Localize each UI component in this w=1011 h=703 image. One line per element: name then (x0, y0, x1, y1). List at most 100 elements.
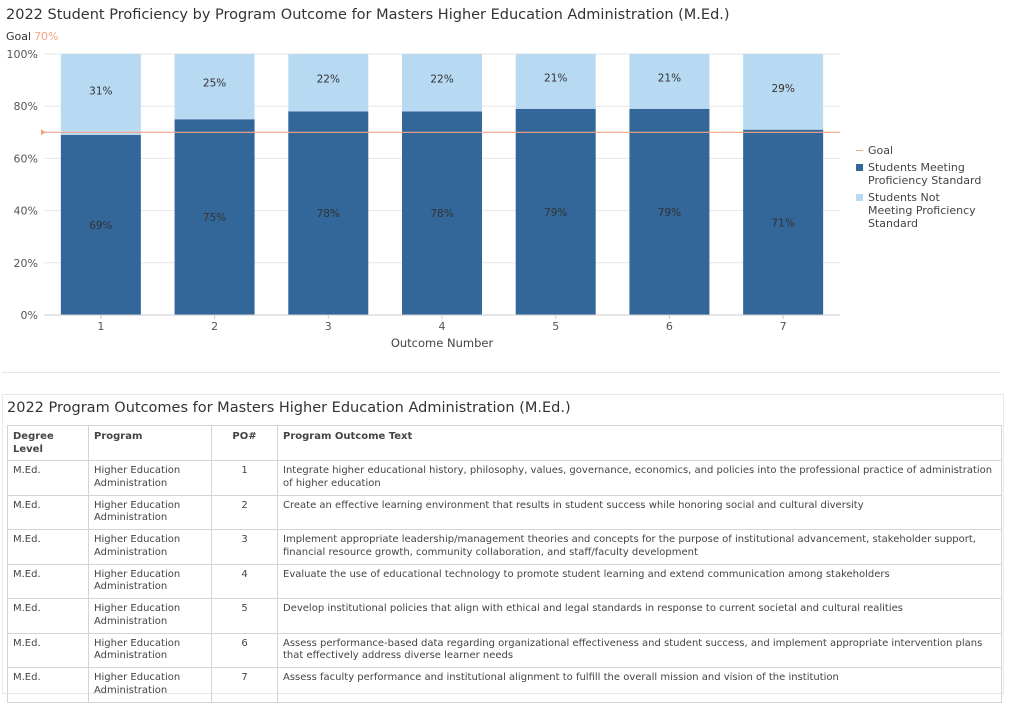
bar-meeting (515, 108, 596, 315)
cell-program: Higher Education Administration (88, 529, 212, 565)
cell-degree-level: M.Ed. (7, 494, 89, 530)
chart-legend: Goal Students Meeting Proficiency Standa… (856, 144, 986, 234)
x-axis-title: Outcome Number (391, 336, 494, 350)
cell-program: Higher Education Administration (88, 494, 212, 530)
cell-po-number: 7 (211, 667, 278, 703)
table-row: M.Ed. Higher Education Administration 6 Ass… (7, 632, 1002, 668)
goal-indicator: Goal 70% (6, 30, 59, 43)
bar-meeting (402, 111, 482, 315)
cell-po-number: 4 (211, 563, 278, 599)
table-body: M.Ed. Higher Education Administration 1 Int… (7, 460, 1002, 703)
table-row: M.Ed. Higher Education Administration 2 Cre… (7, 494, 1002, 530)
table-row: M.Ed. Higher Education Administration 4 Eva… (7, 563, 1002, 599)
cell-outcome-text: Assess performance-based data regarding … (277, 632, 1002, 668)
cell-outcome-text: Develop institutional policies that alig… (277, 598, 1002, 634)
data-label-not-meeting: 22% (430, 74, 453, 86)
cell-outcome-text: Implement appropriate leadership/managem… (277, 529, 1002, 565)
column-header-po-number[interactable]: PO# (211, 425, 278, 461)
bar-meeting (743, 129, 824, 315)
table-row: M.Ed. Higher Education Administration 7 Ass… (7, 667, 1002, 703)
table-header-row: Degree Level Program PO# Program Outcome… (7, 425, 1002, 461)
x-tick-label: 7 (780, 320, 787, 333)
legend-goal-label: Goal (868, 144, 894, 157)
x-tick-label: 4 (439, 320, 446, 333)
data-label-not-meeting: 29% (771, 83, 794, 95)
y-tick-label: 100% (7, 48, 38, 61)
x-tick-label: 5 (552, 320, 559, 333)
cell-program: Higher Education Administration (88, 460, 212, 496)
y-tick-label: 80% (14, 100, 38, 113)
bar-meeting (629, 108, 710, 315)
data-label-meeting: 78% (317, 208, 340, 220)
cell-po-number: 5 (211, 598, 278, 634)
cell-degree-level: M.Ed. (7, 460, 89, 496)
cell-degree-level: M.Ed. (7, 632, 89, 668)
y-tick-label: 60% (14, 152, 38, 165)
cell-po-number: 2 (211, 494, 278, 530)
data-label-not-meeting: 25% (203, 78, 226, 90)
data-label-meeting: 69% (89, 220, 112, 232)
cell-program: Higher Education Administration (88, 667, 212, 703)
x-tick-label: 3 (325, 320, 332, 333)
legend-item-meeting[interactable]: Students Meeting Proficiency Standard (856, 161, 986, 187)
goal-label: Goal (6, 30, 32, 43)
bar-not-meeting (60, 54, 141, 135)
cell-po-number: 3 (211, 529, 278, 565)
y-tick-label: 20% (14, 257, 38, 270)
legend-item-goal[interactable]: Goal (856, 144, 986, 157)
legend-item-not-meeting[interactable]: Students Not Meeting Proficiency Standar… (856, 191, 986, 230)
bar-not-meeting (515, 54, 596, 109)
legend-meeting-label: Students Meeting Proficiency Standard (868, 161, 982, 187)
table-row: M.Ed. Higher Education Administration 5 Dev… (7, 598, 1002, 634)
bar-not-meeting (629, 54, 710, 109)
legend-not-meeting-label: Students Not Meeting Proficiency Standar… (868, 191, 976, 230)
data-label-meeting: 79% (658, 207, 681, 219)
cell-program: Higher Education Administration (88, 563, 212, 599)
outcomes-panel: 2022 Program Outcomes for Masters Higher… (2, 394, 1004, 703)
data-label-not-meeting: 31% (89, 85, 112, 97)
y-tick-label: 0% (21, 309, 38, 322)
bar-not-meeting (174, 54, 255, 120)
chart-title: 2022 Student Proficiency by Program Outc… (6, 7, 730, 23)
cell-degree-level: M.Ed. (7, 667, 89, 703)
cell-degree-level: M.Ed. (7, 563, 89, 599)
y-tick-label: 40% (14, 205, 38, 218)
outcomes-table: Degree Level Program PO# Program Outcome… (7, 425, 1002, 703)
cell-outcome-text: Evaluate the use of educational technolo… (277, 563, 1002, 599)
bar-meeting (288, 111, 369, 315)
table-row: M.Ed. Higher Education Administration 3 Imp… (7, 529, 1002, 565)
cell-program: Higher Education Administration (88, 632, 212, 668)
table-row: M.Ed. Higher Education Administration 1 Int… (7, 460, 1002, 496)
bar-meeting (60, 134, 141, 315)
x-tick-label: 1 (97, 320, 104, 333)
x-tick-label: 2 (211, 320, 218, 333)
data-label-meeting: 71% (771, 217, 794, 229)
data-label-not-meeting: 21% (544, 72, 567, 84)
cell-po-number: 6 (211, 632, 278, 668)
section-divider (2, 372, 1000, 373)
legend-not-meeting-swatch (856, 194, 863, 201)
data-label-meeting: 78% (430, 208, 453, 220)
goal-marker (41, 129, 46, 136)
cell-program: Higher Education Administration (88, 598, 212, 634)
column-header-program[interactable]: Program (88, 425, 212, 461)
cell-po-number: 1 (211, 460, 278, 496)
x-tick-label: 6 (666, 320, 673, 333)
cell-outcome-text: Assess faculty performance and instituti… (277, 667, 1002, 703)
legend-meeting-swatch (856, 164, 863, 171)
column-header-outcome-text[interactable]: Program Outcome Text (277, 425, 1002, 461)
legend-goal-swatch (856, 150, 863, 151)
data-label-meeting: 75% (203, 212, 226, 224)
column-header-degree-level[interactable]: Degree Level (7, 425, 89, 461)
bar-not-meeting (743, 54, 824, 130)
table-title: 2022 Program Outcomes for Masters Higher… (7, 400, 571, 416)
cell-outcome-text: Integrate higher educational history, ph… (277, 460, 1002, 496)
bar-meeting (174, 119, 255, 315)
cell-degree-level: M.Ed. (7, 598, 89, 634)
goal-value: 70% (34, 30, 59, 43)
proficiency-chart: 0% 20% 40% 60% 80% 100% 69% 31% 1 75% 25% 2 78% 22% 3 7… (7, 48, 840, 350)
data-label-not-meeting: 21% (658, 72, 681, 84)
data-label-not-meeting: 22% (317, 74, 340, 86)
bar-not-meeting (402, 54, 482, 112)
cell-degree-level: M.Ed. (7, 529, 89, 565)
